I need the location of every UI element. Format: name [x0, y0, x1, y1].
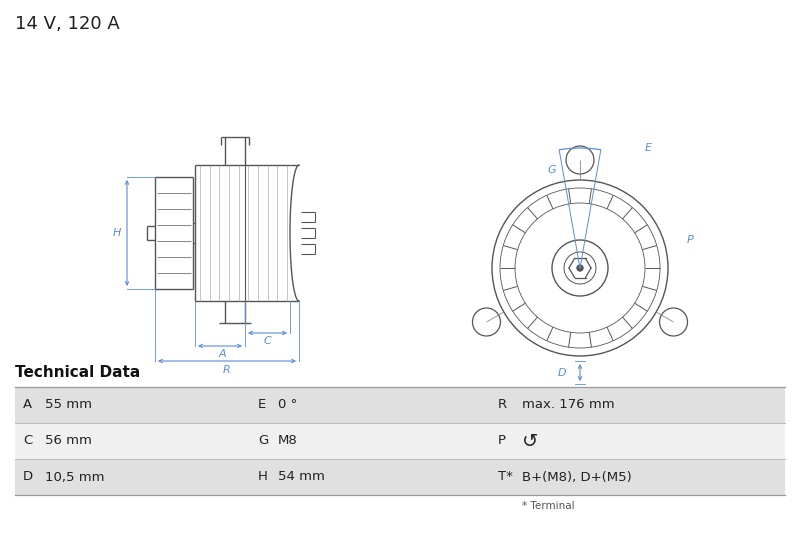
Text: A: A [23, 399, 32, 411]
Text: 10,5 mm: 10,5 mm [45, 471, 105, 483]
Circle shape [577, 265, 583, 271]
Text: M8: M8 [278, 434, 298, 448]
Text: 55 mm: 55 mm [45, 399, 92, 411]
Text: C: C [264, 336, 271, 346]
Text: P: P [686, 235, 694, 245]
Text: ↺: ↺ [522, 432, 538, 450]
Text: R: R [223, 365, 231, 375]
Text: T*: T* [498, 471, 513, 483]
FancyBboxPatch shape [15, 387, 785, 423]
Text: * Terminal: * Terminal [522, 501, 574, 511]
Text: max. 176 mm: max. 176 mm [522, 399, 614, 411]
Text: P: P [498, 434, 506, 448]
FancyBboxPatch shape [15, 423, 785, 459]
FancyBboxPatch shape [15, 459, 785, 495]
Text: 54 mm: 54 mm [278, 471, 325, 483]
Text: A: A [218, 349, 226, 359]
Text: 56 mm: 56 mm [45, 434, 92, 448]
Text: Technical Data: Technical Data [15, 365, 140, 380]
Text: R: R [498, 399, 507, 411]
Text: G: G [548, 165, 556, 175]
Text: G: G [258, 434, 268, 448]
Text: D: D [23, 471, 33, 483]
Text: E: E [258, 399, 266, 411]
Text: H: H [258, 471, 268, 483]
Text: H: H [113, 228, 121, 238]
Text: C: C [23, 434, 32, 448]
Text: E: E [645, 143, 651, 153]
Text: B+(M8), D+(M5): B+(M8), D+(M5) [522, 471, 632, 483]
Text: D: D [558, 367, 566, 377]
Text: 0 °: 0 ° [278, 399, 298, 411]
Text: 14 V, 120 A: 14 V, 120 A [15, 15, 120, 33]
